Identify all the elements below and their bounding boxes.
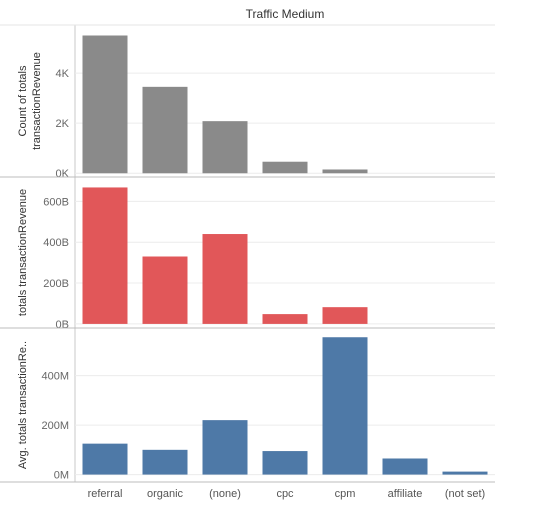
bar-(none): [202, 121, 248, 174]
y-tick-label: 400M: [41, 371, 69, 383]
bar-cpm: [322, 169, 368, 174]
bar-affiliate: [382, 458, 428, 475]
bar-organic: [142, 86, 188, 174]
y-axis-label: Avg. totals transactionRe..: [17, 341, 29, 469]
bar-referral: [82, 187, 128, 324]
bar-cpc: [262, 451, 308, 475]
bar-referral: [82, 443, 128, 475]
x-tick-label: (not set): [445, 488, 485, 500]
bar-organic: [142, 256, 188, 324]
bar-cpc: [262, 161, 308, 174]
x-tick-label: organic: [147, 488, 184, 500]
bar-(none): [202, 420, 248, 475]
bar-cpm: [322, 337, 368, 475]
x-tick-label: cpm: [335, 488, 356, 500]
y-axis-label: transactionRevenue: [31, 52, 43, 150]
bar-(not set): [442, 471, 488, 475]
bar-referral: [82, 35, 128, 174]
bar-cpc: [262, 314, 308, 324]
y-tick-label: 200B: [43, 278, 69, 290]
x-tick-label: affiliate: [388, 488, 423, 500]
x-tick-label: cpc: [276, 488, 294, 500]
y-tick-label: 400B: [43, 237, 69, 249]
y-axis-label: totals transactionRevenue: [17, 189, 29, 316]
y-tick-label: 600B: [43, 196, 69, 208]
chart-title: Traffic Medium: [246, 7, 325, 21]
y-axis-label: Count of totals: [17, 65, 29, 136]
y-tick-label: 200M: [41, 420, 69, 432]
bar-(none): [202, 234, 248, 324]
y-tick-label: 0M: [54, 470, 69, 482]
y-tick-label: 2K: [56, 118, 70, 130]
x-tick-label: (none): [209, 488, 241, 500]
y-tick-label: 4K: [56, 68, 70, 80]
y-tick-label: 0K: [56, 168, 70, 180]
y-tick-label: 0B: [56, 319, 69, 331]
bar-cpm: [322, 307, 368, 324]
bar-organic: [142, 449, 188, 475]
x-tick-label: referral: [88, 488, 123, 500]
